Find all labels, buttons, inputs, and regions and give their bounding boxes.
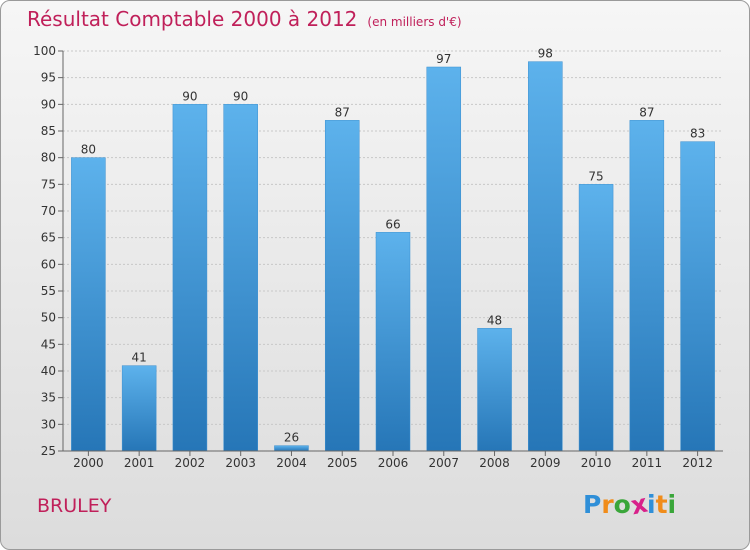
data-label: 83 [690,127,705,141]
x-tick-label: 2010 [581,456,612,470]
x-tick-label: 2006 [378,456,409,470]
bar [629,120,665,452]
y-tick-label: 30 [41,417,56,431]
logo-letter: o [613,490,631,519]
y-tick-label: 65 [41,231,56,245]
data-label: 97 [436,52,451,66]
y-tick-label: 55 [41,284,56,298]
bars: 80 41 90 90 26 87 66 97 48 98 75 87 83 [71,47,715,452]
y-tick-label: 85 [41,124,56,138]
data-label: 80 [81,143,96,157]
commune-name: BRULEY [37,495,112,517]
y-tick-label: 95 [41,71,56,85]
bar [477,328,512,452]
logo-letter: P [583,490,602,519]
y-tick-label: 60 [41,257,56,271]
x-tick-label: 2009 [530,456,561,470]
bar [426,66,462,452]
x-tick-label: 2007 [428,456,459,470]
bar [680,141,715,452]
data-label: 98 [538,47,553,61]
y-tick-label: 90 [41,97,56,111]
x-tick-label: 2011 [632,456,663,470]
data-label: 87 [335,105,350,119]
chart-title: Résultat Comptable 2000 à 2012 (en millie… [27,7,462,31]
y-tick-label: 70 [41,204,56,218]
data-label: 48 [487,313,502,327]
logo-letter: t [655,490,668,519]
logo-letter: i [667,490,677,519]
data-label: 26 [284,431,299,445]
x-tick-label: 2003 [225,456,256,470]
y-axis: 25 30 35 40 45 50 55 60 65 70 75 80 85 90 95 100 [33,44,64,458]
x-tick-label: 2004 [276,456,307,470]
y-tick-label: 35 [41,391,56,405]
y-tick-label: 80 [41,151,56,165]
proxiti-logo: Proxiti [583,489,677,521]
x-axis: 2000 2001 2002 2003 2004 2005 2006 2007 2008 2009… [63,450,723,470]
y-tick-label: 25 [41,444,56,458]
bar [528,61,563,452]
y-tick-label: 40 [41,364,56,378]
y-tick-label: 100 [33,44,56,58]
data-label: 41 [132,351,147,365]
bar [71,157,106,452]
x-tick-label: 2002 [175,456,206,470]
bar [375,232,411,452]
logo-letter: i [647,490,656,519]
bar [121,365,157,452]
bar [223,104,258,452]
y-tick-label: 45 [41,337,56,351]
data-label: 90 [233,89,248,103]
chart-title-text: Résultat Comptable 2000 à 2012 [27,7,358,31]
y-tick-label: 50 [41,311,56,325]
data-label: 90 [182,89,197,103]
x-tick-label: 2001 [124,456,155,470]
y-tick-label: 75 [41,177,56,191]
chart-unit: (en milliers d'€) [367,15,462,29]
bar [172,104,208,452]
x-tick-label: 2012 [682,456,713,470]
data-label: 66 [385,217,400,231]
data-label: 87 [639,105,654,119]
x-tick-label: 2008 [479,456,510,470]
bar [578,184,614,452]
x-tick-label: 2000 [73,456,104,470]
data-label: 75 [588,169,603,183]
x-tick-label: 2005 [327,456,358,470]
bar [324,120,360,452]
logo-letter: r [601,490,614,519]
bar [274,445,309,452]
